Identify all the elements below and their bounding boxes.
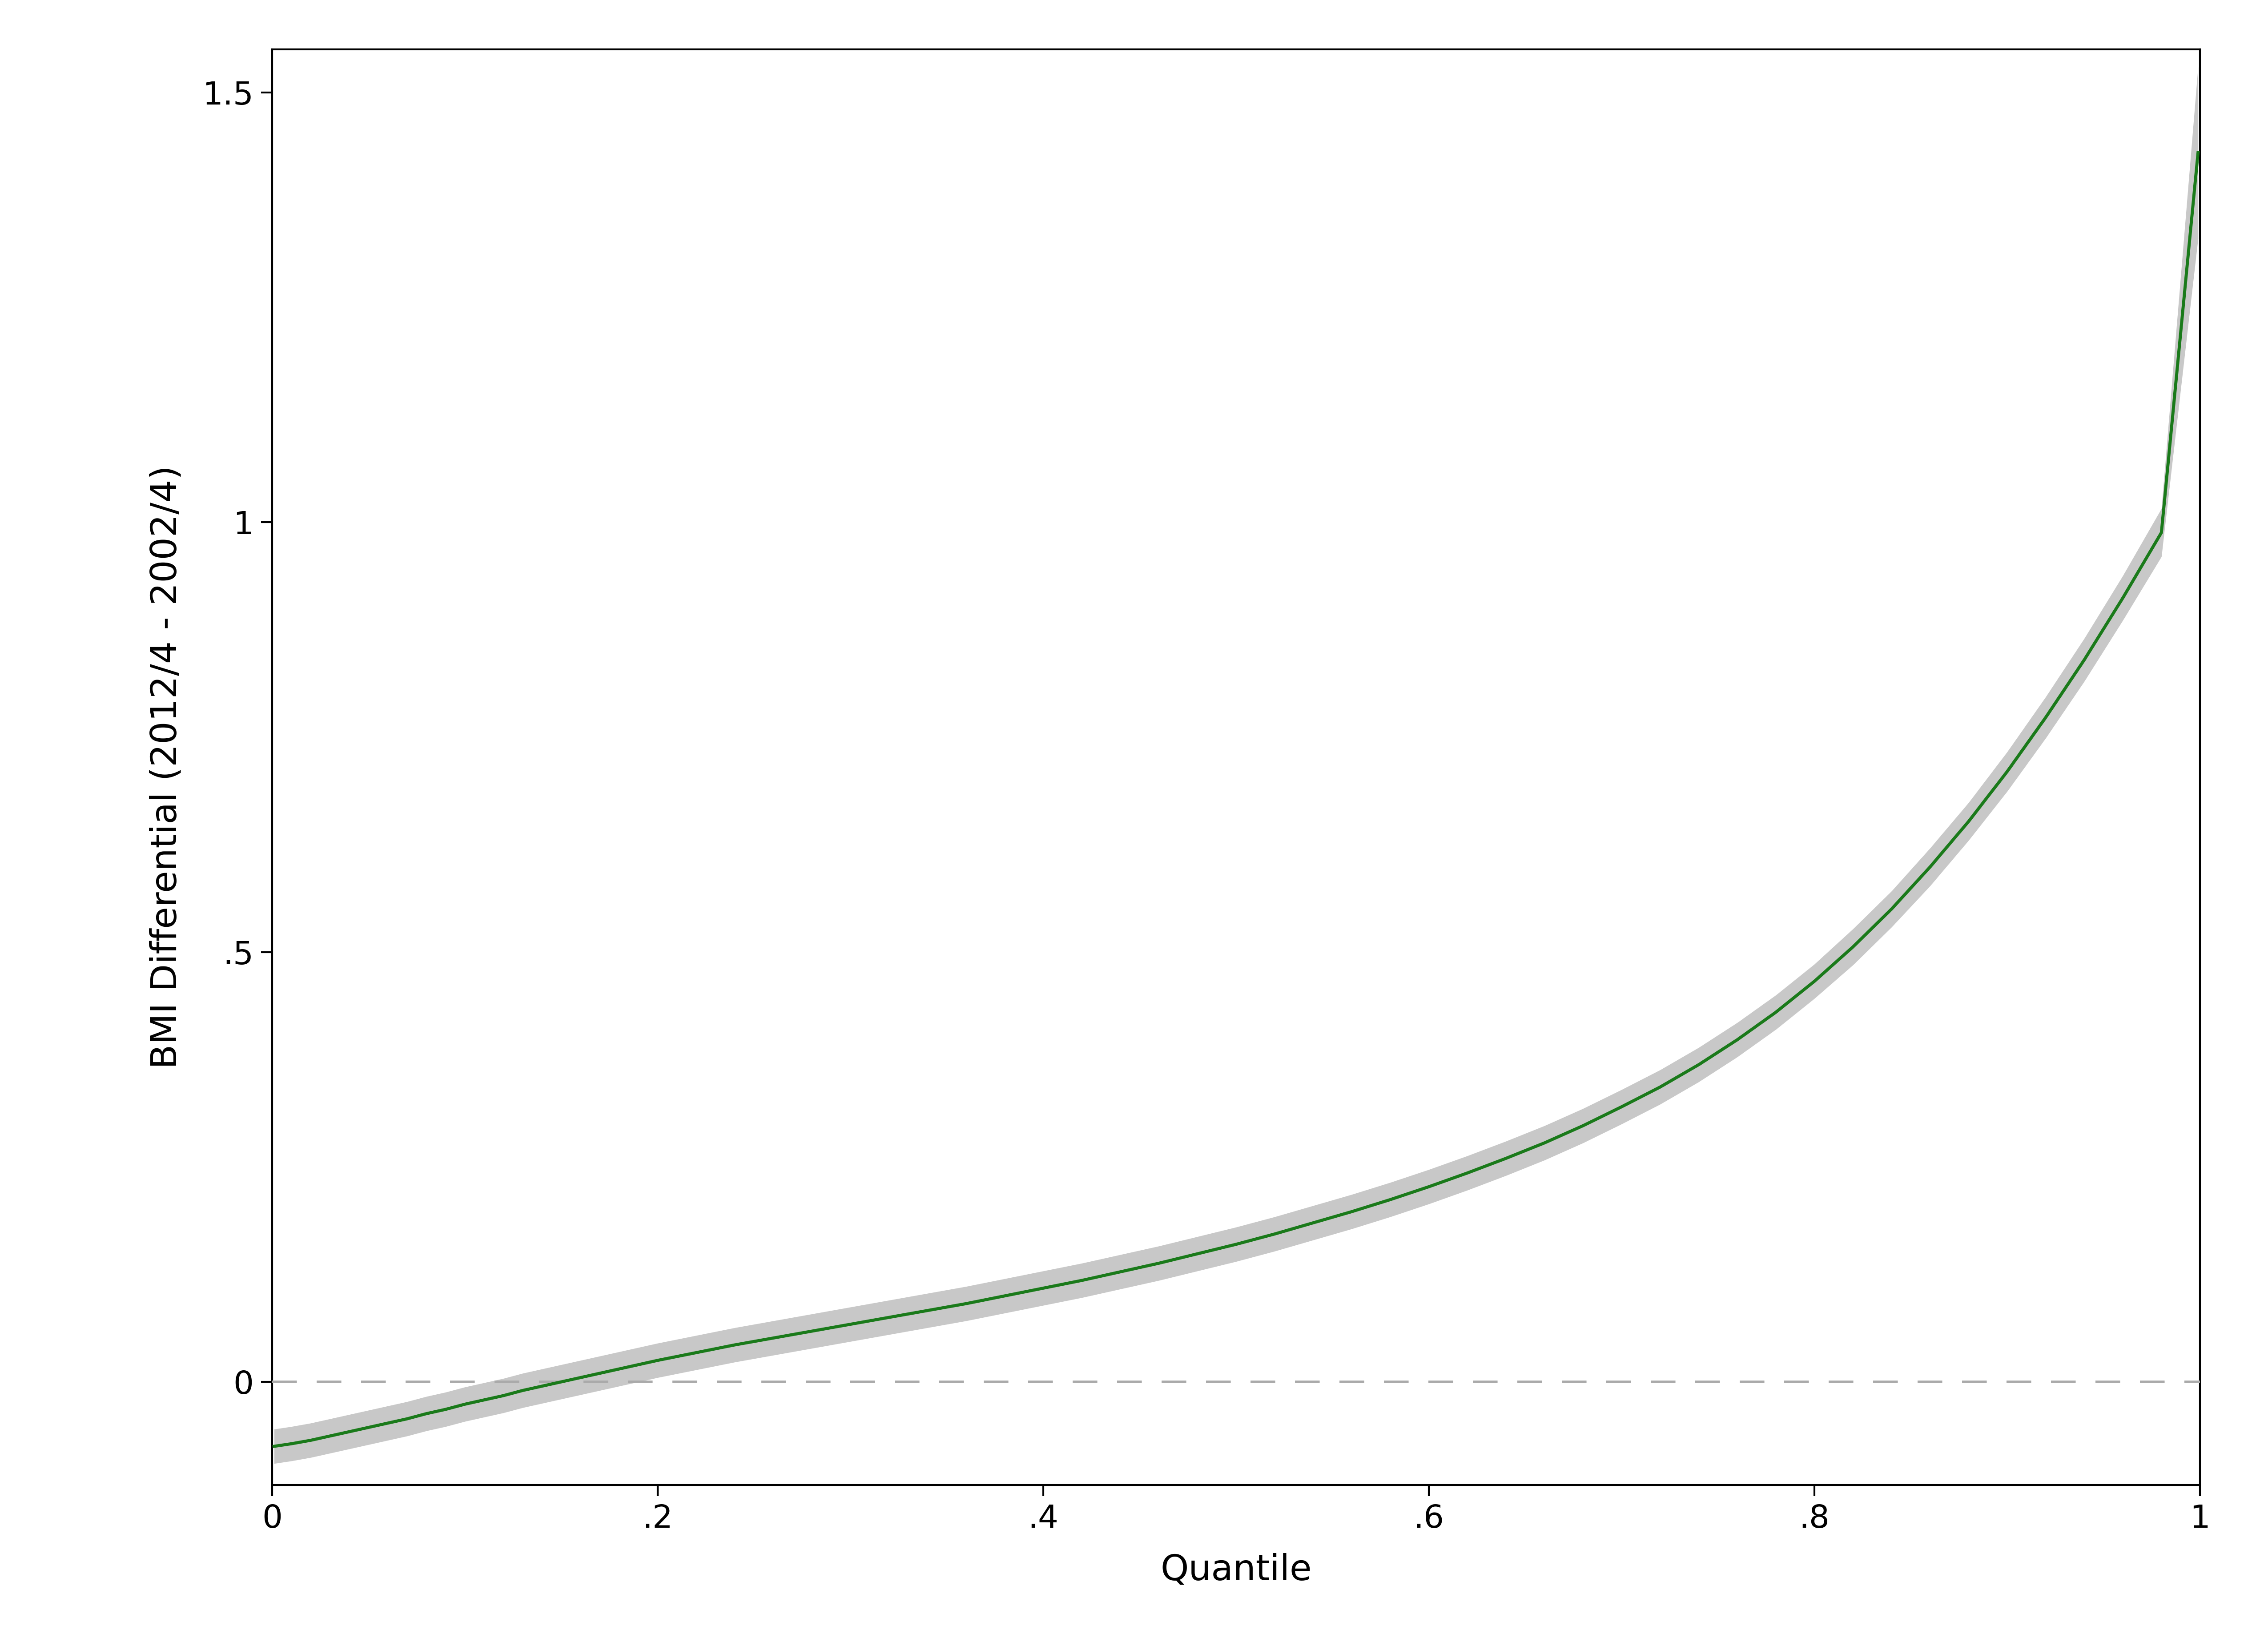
X-axis label: Quantile: Quantile bbox=[1161, 1553, 1311, 1587]
Y-axis label: BMI Differential (2012/4 - 2002/4): BMI Differential (2012/4 - 2002/4) bbox=[150, 465, 184, 1069]
